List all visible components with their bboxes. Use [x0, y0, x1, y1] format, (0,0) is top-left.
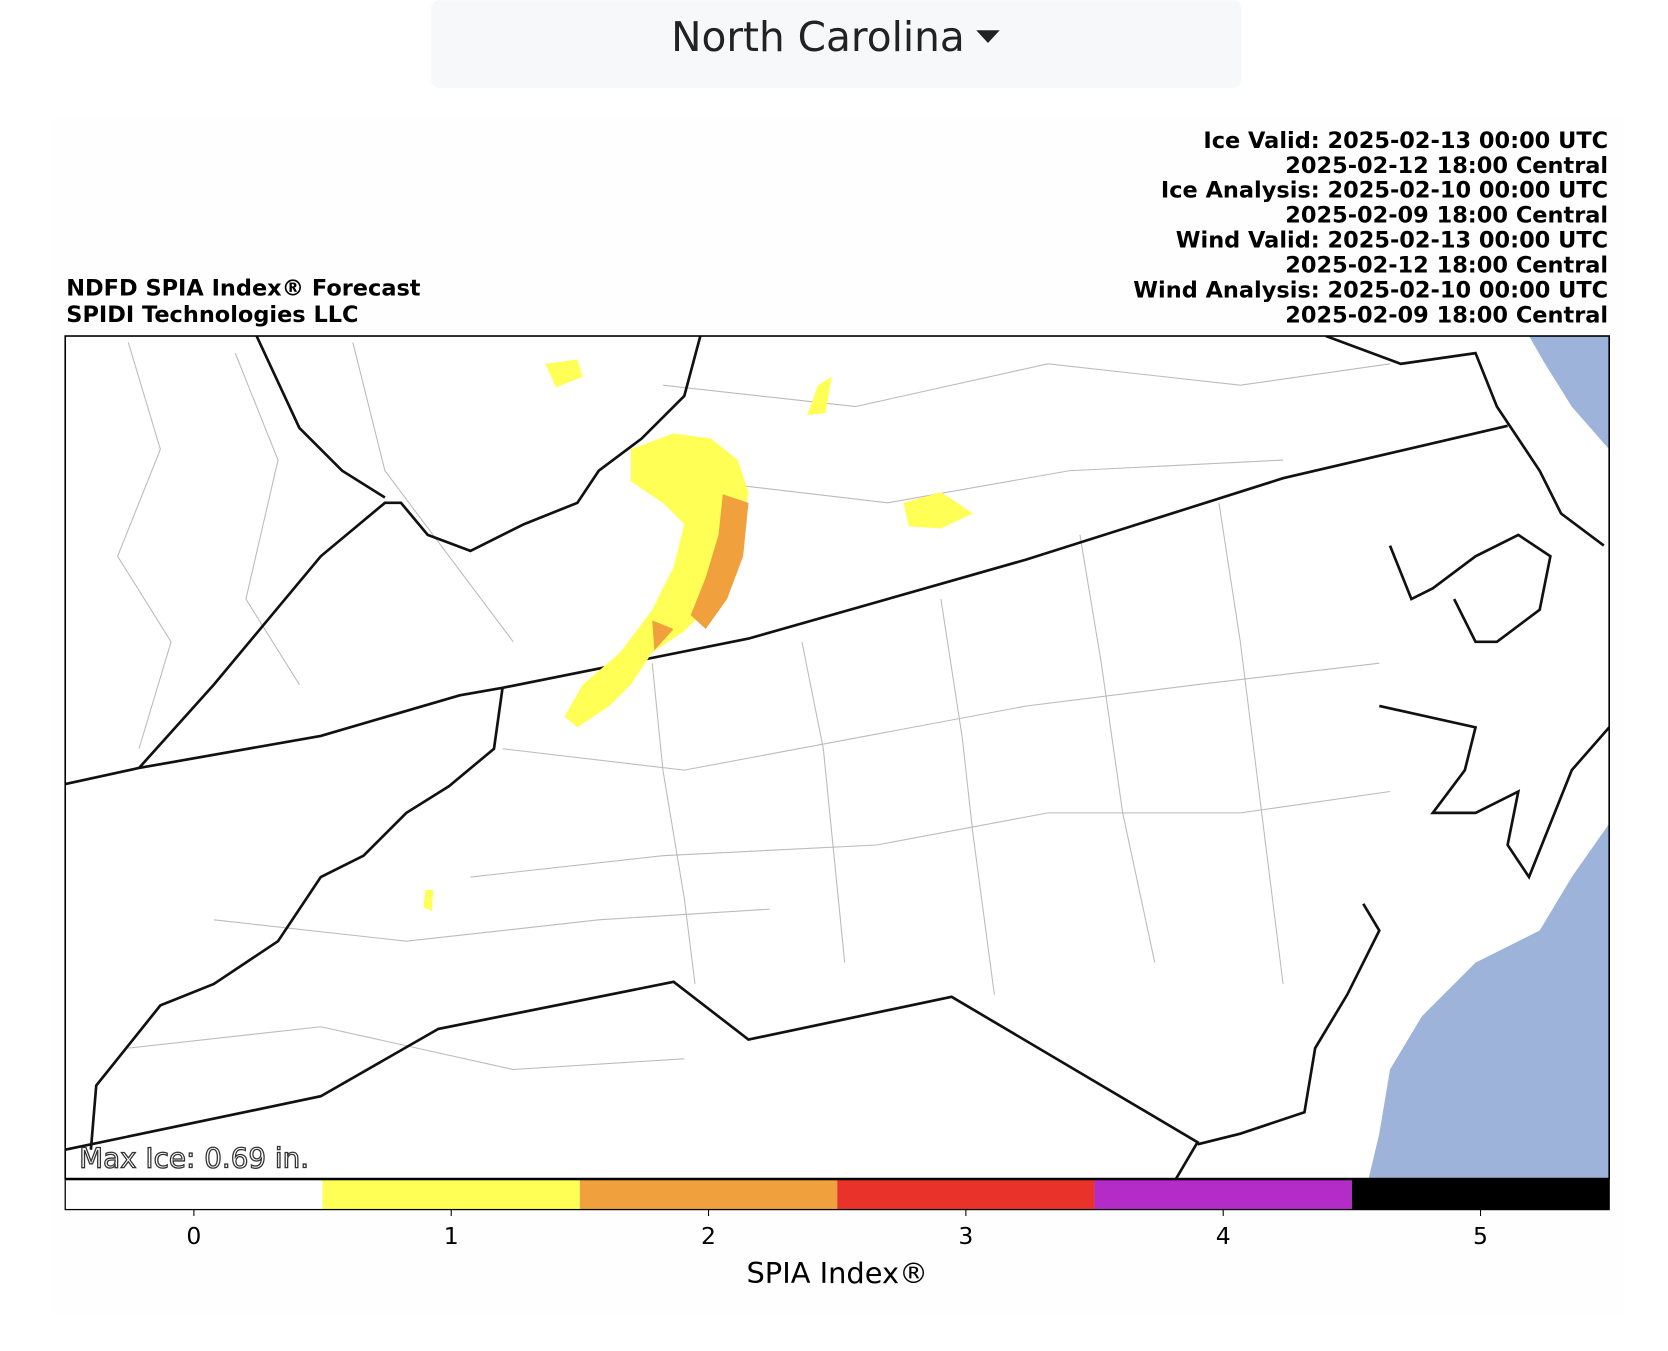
colorbar-segment [837, 1179, 1095, 1210]
state-borders [65, 336, 1610, 1179]
colorbar-segment [65, 1179, 323, 1210]
dropdown-caret[interactable] [976, 30, 1000, 44]
map-area [65, 336, 1610, 1179]
colorbar-tick-label: 2 [701, 1222, 716, 1250]
map-title: NDFD SPIA Index® Forecast [66, 275, 421, 301]
colorbar-tick-label: 4 [1216, 1222, 1231, 1250]
dropdown-box[interactable] [430, 0, 1242, 88]
dropdown-label[interactable]: North Carolina [671, 13, 965, 61]
colorbar-label: SPIA Index® [746, 1256, 927, 1290]
colorbar-segment [322, 1179, 580, 1210]
colorbar-tick-label: 1 [444, 1222, 459, 1250]
colorbar-segment [579, 1179, 838, 1210]
time-line: 2025-02-12 18:00 Central [1285, 153, 1608, 179]
time-line: Ice Analysis: 2025-02-10 00:00 UTC [1161, 178, 1608, 204]
time-line: 2025-02-12 18:00 Central [1285, 252, 1608, 278]
map-subtitle: SPIDI Technologies LLC [66, 302, 358, 328]
ice-areas [423, 359, 973, 912]
time-line: 2025-02-09 18:00 Central [1285, 203, 1608, 229]
colorbar-tick-label: 3 [958, 1222, 973, 1250]
time-line: 2025-02-09 18:00 Central [1285, 302, 1608, 328]
colorbar-segment [1094, 1179, 1352, 1210]
colorbar-segment [1351, 1179, 1610, 1210]
max-ice-label: Max Ice: 0.69 in. [79, 1141, 309, 1174]
ocean [1368, 823, 1610, 1179]
region-dropdown[interactable]: North Carolina [430, 0, 1242, 88]
map-frame [64, 335, 1610, 1180]
county-lines [117, 342, 1391, 1071]
colorbar-tick-label: 5 [1473, 1222, 1488, 1250]
map: Max Ice: 0.69 in. [64, 335, 1610, 1180]
ocean [1529, 336, 1610, 450]
time-block: Ice Valid: 2025-02-13 00:00 UTC2025-02-1… [1133, 128, 1608, 328]
colorbar-frame [64, 1179, 1610, 1211]
time-line: Wind Analysis: 2025-02-10 00:00 UTC [1133, 277, 1608, 303]
colorbar: 0 1 2 3 4 5 [64, 1179, 1610, 1250]
time-line: Ice Valid: 2025-02-13 00:00 UTC [1203, 128, 1608, 154]
time-line: Wind Valid: 2025-02-13 00:00 UTC [1176, 228, 1608, 254]
colorbar-tick-label: 0 [186, 1222, 201, 1250]
